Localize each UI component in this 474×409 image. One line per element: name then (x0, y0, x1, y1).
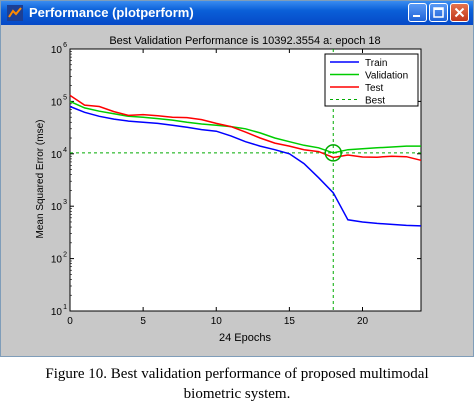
matlab-figure-icon (7, 5, 23, 21)
series-train-line (69, 105, 422, 227)
legend-label-train: Train (365, 58, 387, 69)
window-title: Performance (plotperform) (29, 5, 194, 20)
caption-line-1: Figure 10. Best validation performance o… (45, 366, 429, 382)
x-tick-label: 5 (140, 316, 146, 327)
y-tick-exponent: 2 (63, 252, 67, 259)
y-tick-exponent: 3 (63, 199, 67, 206)
minimize-button[interactable] (408, 3, 427, 22)
performance-chart: Best Validation Performance is 10392.355… (35, 35, 422, 344)
legend-label-test: Test (365, 83, 384, 94)
y-tick-exponent: 6 (63, 42, 67, 49)
y-tick-exponent: 1 (63, 304, 67, 311)
y-tick-label: 10 (51, 307, 63, 318)
y-tick-label: 10 (51, 97, 63, 108)
y-tick-exponent: 5 (63, 94, 67, 101)
x-tick-label: 10 (211, 316, 223, 327)
y-axis-label: Mean Squared Error (mse) (35, 120, 46, 239)
best-marker-circle (324, 144, 342, 162)
legend-label-validation: Validation (365, 71, 408, 82)
series-test-line (69, 94, 422, 162)
x-tick-label: 0 (67, 316, 73, 327)
chart-title: Best Validation Performance is 10392.355… (109, 35, 380, 47)
minimize-icon (413, 15, 420, 17)
maximize-icon (433, 7, 444, 18)
y-tick-exponent: 4 (63, 147, 67, 154)
maximize-button[interactable] (429, 3, 448, 22)
y-tick-label: 10 (51, 150, 63, 161)
series-validation-line (69, 100, 421, 154)
plot-area: Best Validation Performance is 10392.355… (1, 25, 473, 356)
x-tick-label: 15 (284, 316, 296, 327)
x-axis-label: 24 Epochs (219, 332, 271, 344)
legend-label-best: Best (365, 96, 385, 107)
y-tick-label: 10 (51, 202, 63, 213)
figure-caption: Figure 10. Best validation performance o… (0, 364, 474, 404)
title-bar[interactable]: Performance (plotperform) (1, 1, 473, 25)
x-tick-label: 20 (357, 316, 369, 327)
y-tick-label: 10 (51, 255, 63, 266)
close-button[interactable] (450, 3, 469, 22)
y-tick-label: 10 (51, 45, 63, 56)
caption-line-2: biometric system. (183, 386, 291, 402)
figure-window: Performance (plotperform) Best Validatio… (0, 0, 474, 357)
close-icon (454, 7, 465, 18)
